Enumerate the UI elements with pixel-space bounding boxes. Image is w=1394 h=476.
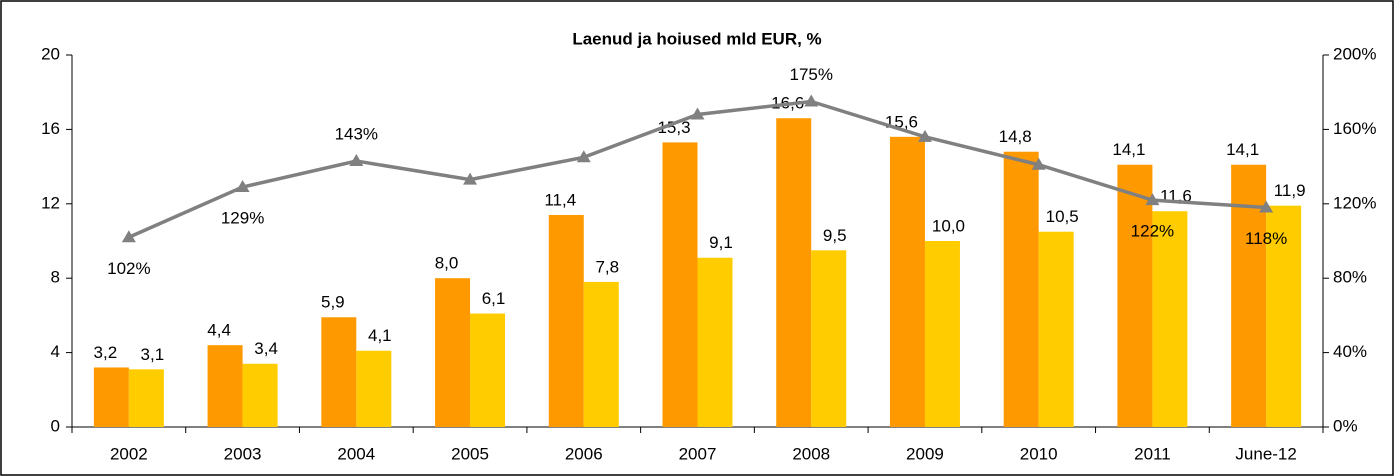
y-tick-label: 20 xyxy=(41,44,60,63)
y2-tick-label: 40% xyxy=(1333,342,1367,361)
bar-value-label: 9,1 xyxy=(709,233,733,252)
x-tick-label: 2005 xyxy=(451,444,489,463)
line-marker xyxy=(690,107,705,120)
line-marker xyxy=(1031,157,1046,170)
y2-tick-label: 160% xyxy=(1333,119,1376,138)
y-tick-label: 4 xyxy=(51,342,60,361)
line-marker xyxy=(1145,193,1160,206)
bar xyxy=(128,369,164,427)
bar-value-label: 10,0 xyxy=(932,216,965,235)
bar xyxy=(93,367,129,427)
bar xyxy=(1003,151,1039,427)
bar xyxy=(207,345,243,427)
x-tick-label: June-12 xyxy=(1235,444,1296,463)
line-value-label: 102% xyxy=(107,259,150,278)
y2-tick-label: 80% xyxy=(1333,268,1367,287)
bar xyxy=(889,136,925,427)
bar-value-label: 9,5 xyxy=(823,226,847,245)
bar xyxy=(470,313,506,427)
line-marker xyxy=(576,150,591,163)
line-value-label: 175% xyxy=(789,65,832,84)
bar-value-label: 4,1 xyxy=(368,326,392,345)
bar xyxy=(1266,205,1302,427)
x-tick-label: 2009 xyxy=(906,444,944,463)
bar xyxy=(1152,211,1188,427)
bar-value-label: 8,0 xyxy=(435,254,459,273)
bar-value-label: 7,8 xyxy=(595,257,619,276)
bar-value-label: 14,1 xyxy=(1112,140,1145,159)
bar xyxy=(811,250,847,427)
y2-tick-label: 200% xyxy=(1333,44,1376,63)
chart-title: Laenud ja hoiused mld EUR, % xyxy=(572,29,821,48)
bar xyxy=(1038,231,1074,427)
y-tick-label: 16 xyxy=(41,119,60,138)
line-marker xyxy=(1259,200,1274,213)
x-tick-label: 2008 xyxy=(792,444,830,463)
bar-value-label: 11,9 xyxy=(1274,181,1306,200)
y-tick-label: 0 xyxy=(51,416,60,435)
bar-value-label: 4,4 xyxy=(207,321,231,340)
x-tick-label: 2011 xyxy=(1134,444,1171,463)
line-marker xyxy=(235,180,250,193)
line-value-label: 122% xyxy=(1131,222,1174,241)
y-tick-label: 12 xyxy=(41,193,60,212)
bar-value-label: 10,5 xyxy=(1046,207,1079,226)
x-tick-label: 2006 xyxy=(565,444,603,463)
x-tick-label: 2010 xyxy=(1020,444,1058,463)
bar xyxy=(1117,164,1153,428)
bar xyxy=(697,257,733,427)
bar xyxy=(548,214,584,427)
bar xyxy=(924,241,960,427)
bar-value-label: 3,1 xyxy=(141,345,165,364)
bar-value-label: 3,2 xyxy=(94,343,118,362)
bar xyxy=(242,363,278,427)
x-tick-label: 2004 xyxy=(337,444,375,463)
bar-value-label: 14,1 xyxy=(1226,140,1259,159)
bar-value-label: 6,1 xyxy=(482,289,506,308)
y2-tick-label: 120% xyxy=(1333,193,1376,212)
bar-value-label: 11,4 xyxy=(544,190,576,209)
x-tick-label: 2002 xyxy=(110,444,148,463)
bar xyxy=(321,317,357,427)
line-value-label: 118% xyxy=(1245,229,1287,248)
bar xyxy=(662,142,698,428)
bar xyxy=(356,350,392,427)
bar-value-label: 14,8 xyxy=(999,127,1032,146)
bar xyxy=(583,281,619,427)
y-tick-label: 8 xyxy=(51,268,60,287)
line-marker xyxy=(917,129,932,142)
x-tick-label: 2007 xyxy=(679,444,717,463)
line-marker xyxy=(121,230,136,243)
bar-value-label: 3,4 xyxy=(254,339,278,358)
bar-value-label: 5,9 xyxy=(321,293,345,312)
y2-tick-label: 0% xyxy=(1333,416,1358,435)
x-tick-label: 2003 xyxy=(224,444,262,463)
line-marker xyxy=(463,172,478,185)
line-value-label: 129% xyxy=(221,209,264,228)
line-value-label: 143% xyxy=(335,125,378,144)
line-marker xyxy=(804,94,819,107)
line-marker xyxy=(349,154,364,167)
bar-value-label: 15,3 xyxy=(657,118,690,137)
bar xyxy=(776,118,812,428)
bar xyxy=(435,278,471,427)
